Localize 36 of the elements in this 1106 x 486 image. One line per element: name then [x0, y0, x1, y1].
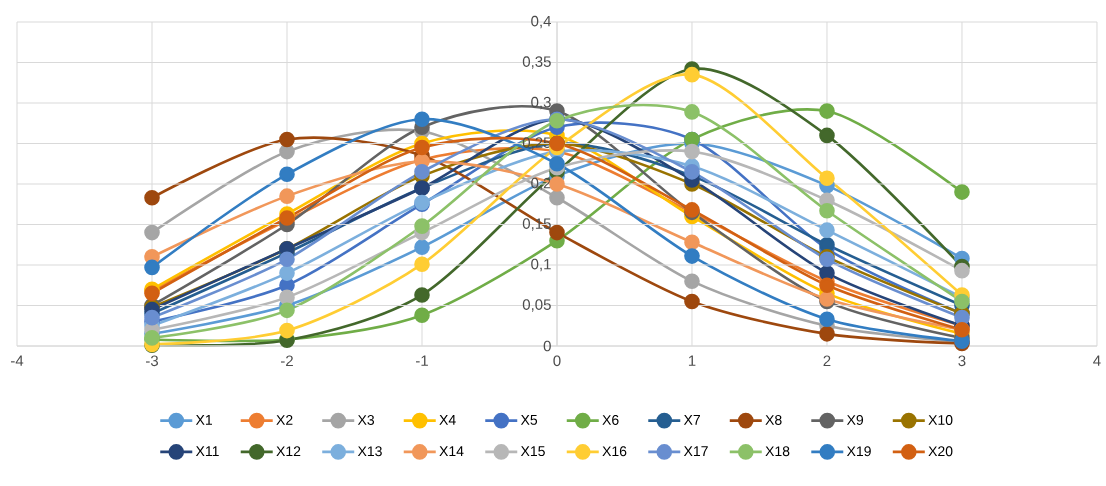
legend-label: X17 [683, 446, 708, 456]
legend-label: X10 [928, 414, 953, 425]
y-tick-label: 0,4 [531, 15, 552, 29]
legend-label: X13 [357, 446, 382, 457]
y-tick-label: 0,35 [522, 56, 551, 69]
legend-label: X7 [683, 415, 700, 425]
x-tick-label: 1 [688, 355, 696, 366]
x-tick-label: -4 [11, 355, 24, 366]
y-tick-label: 0,05 [522, 299, 551, 312]
legend-label: X20 [928, 446, 953, 457]
legend-label: X16 [602, 446, 627, 457]
legend-label: X19 [846, 446, 871, 457]
legend-label: X1 [195, 415, 212, 425]
legend-label: X4 [439, 415, 456, 425]
legend-label: X5 [520, 415, 538, 425]
legend-label: X9 [846, 414, 864, 425]
y-tick-label: 0,15 [522, 218, 551, 231]
x-tick-label: -3 [146, 355, 159, 367]
y-tick-label: 0,3 [531, 96, 551, 110]
y-tick-label: 0 [543, 340, 551, 352]
x-tick-label: 4 [1093, 355, 1101, 366]
legend-label: X15 [520, 446, 545, 457]
x-tick-label: 2 [823, 355, 831, 366]
legend-label: X12 [276, 446, 301, 457]
legend-label: X14 [439, 446, 464, 456]
legend-label: X2 [276, 414, 293, 425]
legend-label: X3 [357, 414, 375, 425]
x-tick-label: -2 [280, 355, 293, 366]
x-tick-label: 3 [958, 355, 966, 367]
legend-label: X6 [602, 414, 619, 425]
x-tick-label: 0 [553, 355, 561, 367]
y-tick-label: 0,1 [531, 258, 551, 272]
legend-label: X18 [765, 446, 790, 457]
x-tick-label: -1 [415, 355, 428, 366]
legend-label: X11 [195, 446, 219, 456]
legend-label: X8 [765, 414, 782, 425]
